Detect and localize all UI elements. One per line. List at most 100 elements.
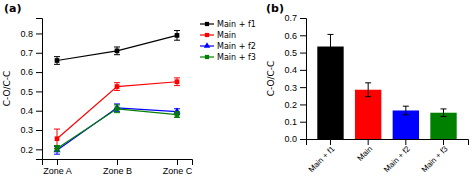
tick-mark bbox=[405, 139, 406, 145]
error-bar-cap bbox=[54, 154, 60, 155]
tick: Zone A bbox=[43, 159, 72, 176]
error-bar-cap bbox=[174, 85, 180, 86]
tick-label: 0.3 bbox=[20, 125, 33, 135]
error-bar-line bbox=[330, 34, 331, 58]
marker bbox=[55, 58, 60, 63]
error-bar bbox=[54, 145, 60, 151]
legend-item: Main + f2 bbox=[200, 42, 256, 51]
line bbox=[57, 35, 177, 60]
line bbox=[57, 108, 177, 150]
tick-label: 0.8 bbox=[20, 29, 33, 39]
error-bar bbox=[403, 106, 409, 115]
tick-mark bbox=[177, 159, 178, 165]
error-bar bbox=[114, 47, 120, 55]
error-bar-cap bbox=[114, 54, 120, 55]
error-bar-line bbox=[405, 106, 406, 115]
marker bbox=[115, 84, 120, 89]
tick-mark bbox=[443, 139, 444, 145]
series bbox=[53, 104, 180, 154]
tick-mark bbox=[300, 35, 306, 36]
marker bbox=[175, 33, 180, 38]
error-bar-cap bbox=[403, 114, 409, 115]
tick-mark bbox=[300, 87, 306, 88]
legend-item: Main + f1 bbox=[200, 20, 256, 29]
series bbox=[54, 105, 180, 151]
error-bar-cap bbox=[403, 106, 409, 107]
error-bar-cap bbox=[54, 145, 60, 146]
line bbox=[57, 109, 177, 149]
tick-label: Main + f2 bbox=[382, 144, 412, 174]
tick-mark bbox=[300, 70, 306, 71]
bar-panel: 0.00.10.20.30.40.50.60.7C-O/C-CMain + f1… bbox=[266, 13, 469, 174]
error-bar-cap bbox=[365, 96, 371, 97]
error-bar bbox=[327, 34, 333, 58]
tick-mark bbox=[300, 122, 306, 123]
error-bar-cap bbox=[54, 151, 60, 152]
legend-item: Main + f3 bbox=[200, 53, 256, 62]
tick-label: 0.4 bbox=[20, 106, 33, 116]
tick-mark bbox=[300, 18, 306, 19]
panel-label: (b) bbox=[266, 2, 284, 15]
tick-mark bbox=[36, 72, 42, 73]
panel-label: (a) bbox=[4, 2, 21, 15]
tick: Zone B bbox=[103, 159, 132, 176]
legend-item: Main bbox=[200, 31, 236, 40]
bar bbox=[393, 110, 419, 139]
tick: Main + f3 bbox=[420, 139, 450, 174]
error-bar bbox=[54, 129, 60, 148]
error-bar-cap bbox=[114, 90, 120, 91]
error-bar-cap bbox=[54, 64, 60, 65]
marker bbox=[175, 112, 180, 117]
tick-mark bbox=[300, 53, 306, 54]
tick-label: 0.7 bbox=[284, 13, 297, 23]
tick: 0.4 bbox=[284, 65, 306, 75]
error-bar-cap bbox=[327, 58, 333, 59]
tick-mark bbox=[300, 104, 306, 105]
marker bbox=[55, 146, 60, 151]
tick-mark bbox=[36, 149, 42, 150]
tick-mark bbox=[368, 139, 369, 145]
bar bbox=[430, 113, 456, 139]
tick: Zone C bbox=[163, 159, 193, 176]
marker bbox=[115, 48, 120, 53]
tick-label: 0.6 bbox=[284, 31, 297, 41]
error-bar-cap bbox=[114, 104, 120, 105]
tick-label: Zone B bbox=[103, 166, 132, 176]
error-bar-cap bbox=[54, 56, 60, 57]
tick-mark bbox=[117, 159, 118, 165]
legend-label: Main + f2 bbox=[217, 42, 256, 51]
x-axis: Zone A Zone B Zone C bbox=[43, 159, 193, 176]
tick-mark bbox=[330, 139, 331, 145]
error-bar-cap bbox=[174, 111, 180, 112]
tick-mark bbox=[36, 130, 42, 131]
tick-label: Main bbox=[356, 144, 375, 163]
legend-marker bbox=[204, 42, 210, 48]
y-axis: 0.00.10.20.30.40.50.60.7 bbox=[284, 13, 306, 144]
legend-marker bbox=[205, 22, 209, 26]
tick: 0.1 bbox=[284, 117, 306, 127]
legend-label: Main + f3 bbox=[217, 53, 256, 62]
bar bbox=[355, 90, 381, 139]
error-bar-cap bbox=[114, 82, 120, 83]
tick: 0.7 bbox=[20, 48, 42, 58]
tick: 0.2 bbox=[20, 145, 42, 155]
tick-mark bbox=[57, 159, 58, 165]
error-bar bbox=[174, 78, 180, 86]
tick-mark bbox=[36, 91, 42, 92]
legend: Main + f1 Main Main + f2 Main + f3 bbox=[200, 20, 256, 62]
tick-label: 0.4 bbox=[284, 65, 297, 75]
error-bar bbox=[114, 105, 120, 113]
legend-label: Main + f1 bbox=[217, 20, 256, 29]
chart: 0.20.30.40.50.60.70.8C-O/C-CZone AZone B… bbox=[0, 0, 474, 181]
error-bar bbox=[54, 146, 60, 154]
error-bar bbox=[441, 109, 447, 117]
tick-label: 0.2 bbox=[284, 100, 297, 110]
error-bar bbox=[365, 83, 371, 97]
error-bar-cap bbox=[114, 46, 120, 47]
tick-label: Zone C bbox=[163, 166, 193, 176]
axis-line bbox=[43, 160, 193, 166]
plot-area bbox=[53, 31, 180, 155]
error-bar-cap bbox=[441, 108, 447, 109]
y-axis-title: C-O/C-C bbox=[266, 61, 276, 97]
tick: Main + f2 bbox=[382, 139, 412, 174]
